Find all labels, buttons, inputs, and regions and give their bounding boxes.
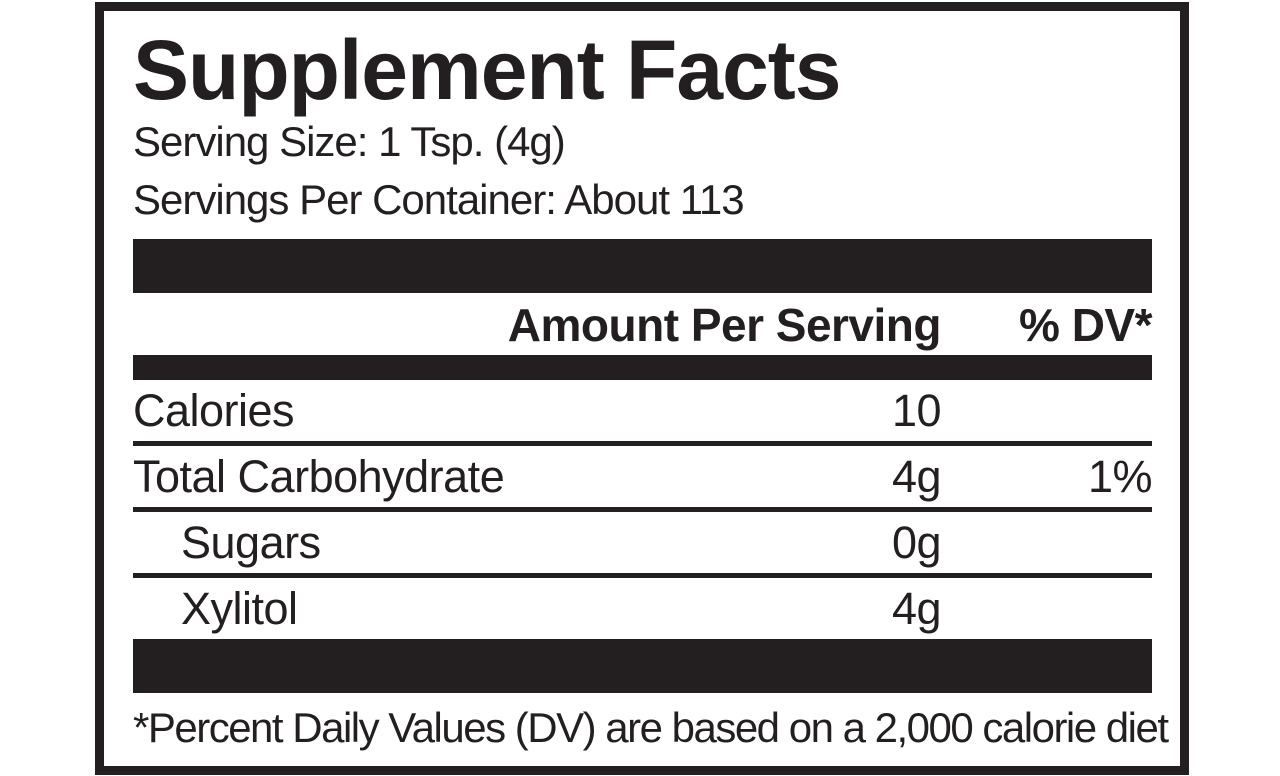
column-header-row: Amount Per Serving % DV* [133, 293, 1153, 355]
separator-bar-top [133, 239, 1152, 293]
nutrient-name: Sugars [181, 516, 321, 568]
nutrient-row-xylitol: Xylitol 4g [133, 578, 1152, 639]
nutrient-amount: 0g [891, 516, 942, 568]
label-title: Supplement Facts [133, 23, 841, 117]
daily-values-footnote: *Percent Daily Values (DV) are based on … [133, 704, 1169, 751]
separator-bar-bottom [133, 639, 1152, 693]
serving-size-line: Serving Size: 1 Tsp. (4g) [133, 118, 566, 165]
supplement-facts-label: Supplement Facts Serving Size: 1 Tsp. (4… [95, 2, 1189, 775]
nutrient-amount: 4g [891, 450, 942, 502]
nutrient-dv: 1% [1087, 450, 1153, 502]
separator-bar-header [133, 355, 1152, 380]
nutrient-name: Total Carbohydrate [133, 450, 505, 502]
nutrient-amount: 10 [891, 384, 942, 436]
nutrient-name: Calories [133, 384, 295, 436]
row-divider [133, 573, 1152, 578]
nutrient-amount: 4g [891, 582, 942, 634]
row-divider [133, 507, 1152, 512]
servings-per-container-line: Servings Per Container: About 113 [133, 176, 745, 223]
nutrient-name: Xylitol [181, 582, 298, 634]
nutrient-row-total-carbohydrate: Total Carbohydrate 4g 1% [133, 446, 1153, 507]
row-divider [133, 441, 1152, 446]
amount-per-serving-header: Amount Per Serving [507, 299, 942, 351]
percent-dv-header: % DV* [1019, 299, 1152, 351]
nutrient-row-calories: Calories 10 [133, 380, 1152, 441]
nutrient-row-sugars: Sugars 0g [133, 512, 1152, 573]
